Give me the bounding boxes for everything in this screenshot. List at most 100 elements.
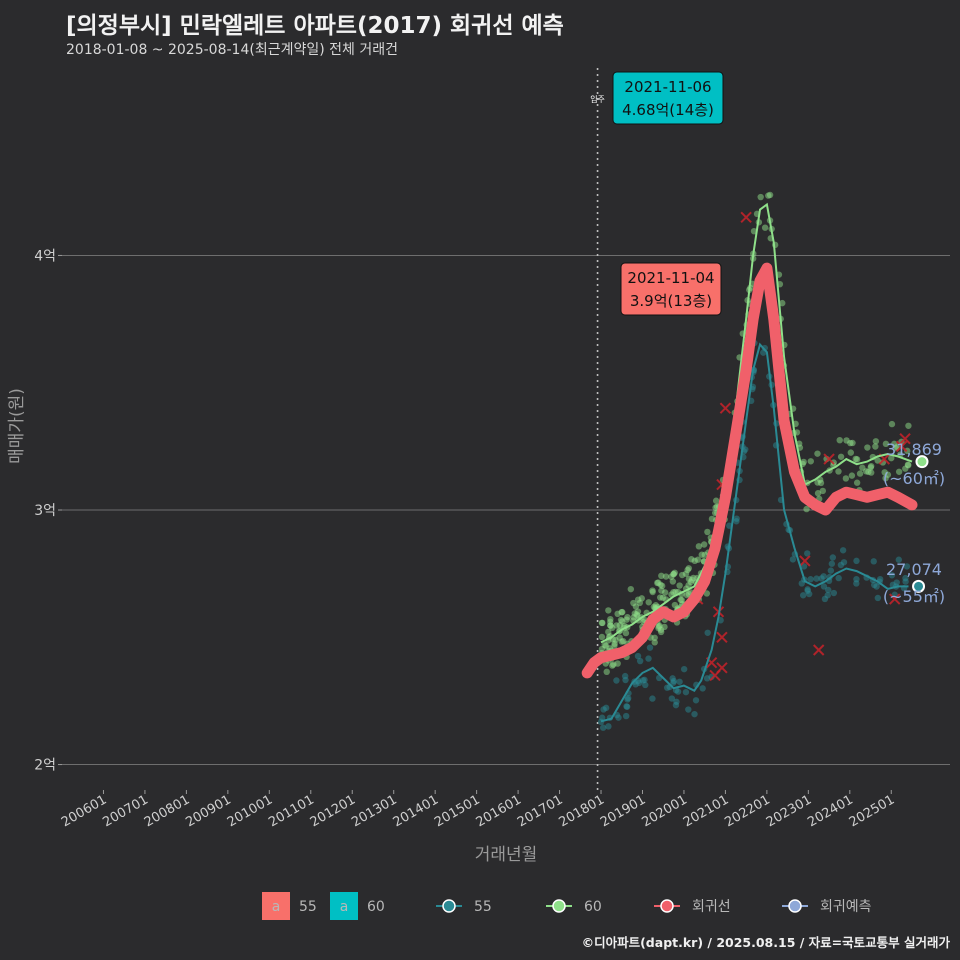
data-point-55 — [853, 580, 860, 587]
data-point-60 — [618, 608, 625, 616]
data-point-60 — [607, 615, 614, 623]
data-point-60 — [888, 454, 895, 462]
data-point-60 — [852, 455, 859, 463]
data-point-55 — [820, 583, 828, 590]
data-point-60 — [882, 474, 889, 482]
data-point-60 — [848, 472, 856, 479]
x-tick-label: 202001 — [639, 792, 689, 830]
outlier-mark — [889, 593, 901, 605]
outlier-mark — [716, 631, 728, 643]
data-point-55 — [645, 655, 652, 662]
data-point-55 — [692, 697, 700, 704]
callout-value: 4.68억(14층) — [622, 101, 714, 119]
data-point-60 — [712, 497, 720, 504]
data-point-55 — [807, 576, 814, 583]
data-point-60 — [672, 588, 679, 596]
data-point-60 — [645, 599, 652, 606]
data-point-55 — [676, 678, 683, 685]
data-point-60 — [882, 440, 890, 448]
data-point-60 — [817, 479, 825, 487]
data-point-55 — [622, 712, 630, 720]
data-point-60 — [685, 565, 692, 572]
data-point-60 — [874, 457, 881, 464]
trend-line-55 — [600, 342, 909, 723]
x-tick-label: 202301 — [764, 792, 814, 830]
data-point-60 — [603, 668, 610, 676]
legend-label: 55 — [474, 899, 492, 915]
data-point-55 — [799, 592, 807, 599]
data-point-55 — [837, 561, 845, 569]
data-point-60 — [627, 585, 635, 593]
data-point-55 — [804, 550, 811, 557]
legend-label: 60 — [584, 899, 602, 915]
data-point-60 — [867, 462, 875, 470]
x-tick-label: 201601 — [474, 792, 524, 830]
data-point-60 — [671, 601, 679, 609]
trend-lines — [581, 202, 918, 723]
data-point-55 — [615, 714, 622, 721]
data-point-55 — [674, 688, 682, 695]
source-footer: ©디아파트(dapt.kr) / 2025.08.15 / 자료=국토교통부 실… — [581, 935, 950, 950]
callout-date: 2021-11-06 — [624, 78, 711, 96]
data-point-55 — [820, 573, 827, 580]
data-point-55 — [641, 676, 648, 684]
data-point-60 — [700, 541, 708, 548]
callout-box — [620, 262, 722, 316]
x-tick-label: 202401 — [805, 792, 855, 830]
legend-key-glyph: a — [340, 899, 349, 915]
data-point-55 — [669, 675, 676, 682]
data-point-55 — [835, 574, 842, 582]
data-point-55 — [888, 572, 896, 579]
data-point-55 — [668, 695, 676, 702]
data-point-60 — [630, 614, 637, 621]
data-point-55 — [789, 556, 797, 563]
data-point-55 — [632, 681, 639, 688]
end-dot-60 — [915, 455, 929, 469]
legend-label: 55 — [299, 899, 317, 915]
callout-box — [612, 71, 724, 125]
data-point-60 — [807, 458, 814, 465]
legend-key-box — [330, 892, 358, 920]
data-point-55 — [825, 586, 832, 594]
legend-key-box — [262, 892, 290, 920]
outlier-mark — [719, 402, 732, 414]
data-point-60 — [703, 590, 711, 597]
data-point-60 — [607, 622, 614, 629]
data-point-60 — [708, 515, 716, 523]
x-tick-label: 202101 — [681, 792, 731, 830]
data-point-55 — [605, 723, 612, 730]
data-point-60 — [836, 436, 843, 444]
axes: 2억 3억 4억 2006012007012008012009012010012011… — [7, 248, 897, 865]
data-point-60 — [835, 468, 842, 475]
data-point-55 — [870, 581, 878, 589]
data-point-55 — [813, 575, 820, 582]
data-point-60 — [651, 639, 658, 646]
data-point-60 — [872, 443, 879, 450]
data-point-60 — [658, 582, 666, 590]
data-point-55 — [613, 677, 620, 684]
data-point-60 — [757, 193, 764, 201]
data-point-60 — [704, 528, 711, 536]
data-point-55 — [624, 695, 632, 702]
data-point-60 — [803, 505, 810, 513]
data-point-60 — [837, 453, 845, 460]
outlier-mark — [823, 453, 835, 465]
end-dot-55 — [912, 579, 926, 593]
data-point-60 — [598, 633, 606, 641]
callout-date: 2021-11-04 — [627, 269, 714, 287]
data-point-60 — [694, 556, 702, 563]
x-tick-label: 200901 — [183, 792, 233, 830]
data-point-60 — [670, 570, 677, 578]
regression-line — [581, 262, 918, 679]
legend-key-dot — [788, 899, 802, 913]
x-axis-title: 거래년월 — [475, 845, 538, 865]
data-point-55 — [876, 575, 884, 583]
data-point-60 — [888, 420, 896, 428]
y-tick-label: 2억 — [34, 758, 56, 774]
data-point-55 — [800, 563, 808, 570]
data-point-55 — [903, 563, 911, 570]
data-point-55 — [599, 724, 607, 731]
x-tick-label: 201101 — [266, 792, 316, 830]
data-point-60 — [616, 634, 623, 641]
x-tick-label: 202501 — [847, 792, 897, 830]
